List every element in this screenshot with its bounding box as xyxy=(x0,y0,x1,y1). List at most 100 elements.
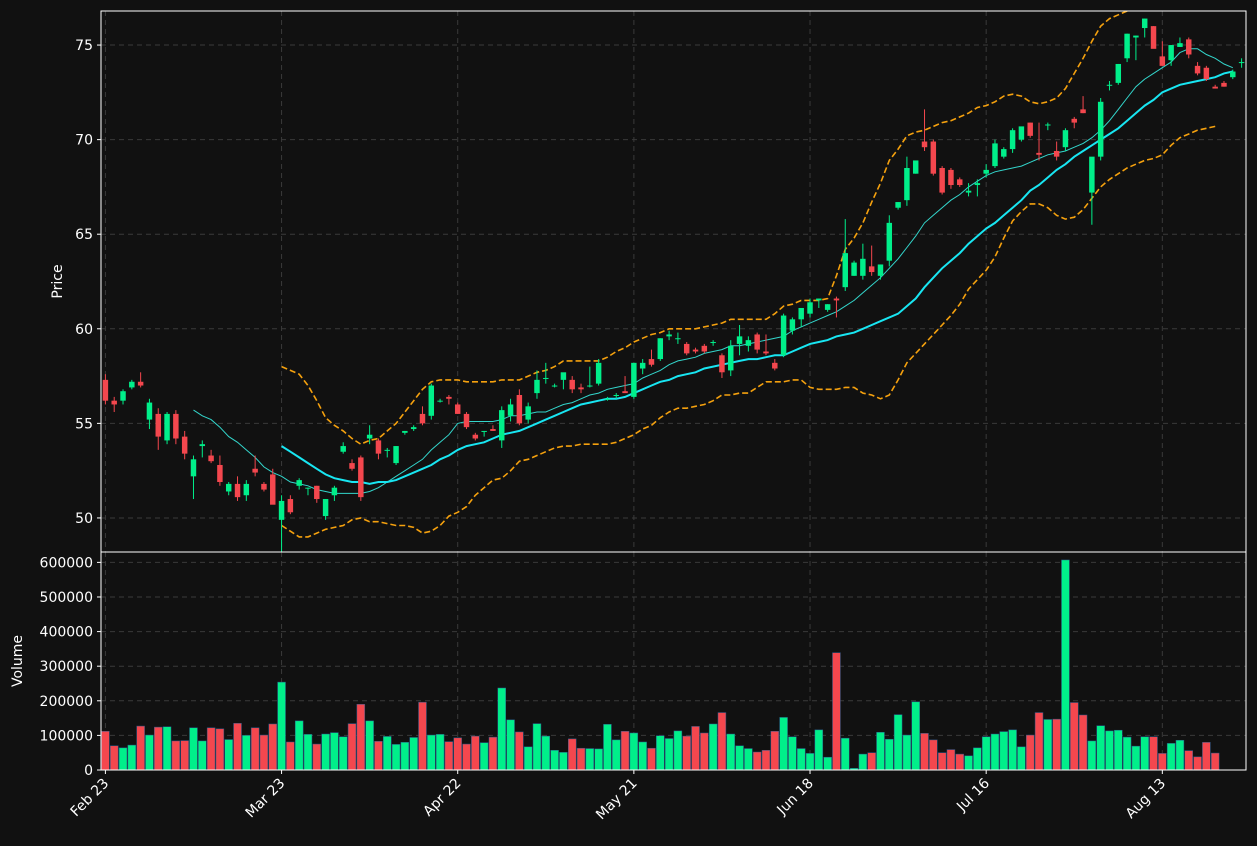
price-tick-label: 75 xyxy=(75,38,93,54)
candle xyxy=(613,393,619,399)
candle-body xyxy=(657,338,664,360)
volume-tick-label: 200000 xyxy=(40,694,93,710)
candle xyxy=(1106,80,1113,91)
volume-bar xyxy=(136,725,145,771)
volume-bar xyxy=(383,736,392,771)
candle-body xyxy=(490,429,496,431)
candle xyxy=(463,412,470,430)
volume-bar xyxy=(726,733,735,771)
candle xyxy=(366,425,373,445)
candle-body xyxy=(164,413,170,441)
volume-bar xyxy=(250,727,260,771)
volume-bar xyxy=(515,731,524,771)
candle-body xyxy=(243,483,250,496)
volume-bar xyxy=(876,732,885,771)
candle xyxy=(1203,65,1210,81)
volume-bar xyxy=(1078,714,1088,771)
volume-bar xyxy=(101,730,110,771)
price-tick-label: 70 xyxy=(75,133,93,149)
candle xyxy=(974,179,981,197)
candle xyxy=(587,366,593,388)
candle xyxy=(1212,84,1218,89)
candle xyxy=(948,168,954,189)
candle xyxy=(1097,98,1104,161)
candle-body xyxy=(358,457,364,498)
candle xyxy=(287,495,294,515)
candle-body xyxy=(957,179,963,186)
volume-bar xyxy=(1096,725,1105,771)
candle-body xyxy=(912,160,919,174)
candle-body xyxy=(622,391,628,394)
candle xyxy=(1045,122,1051,131)
candle xyxy=(1071,116,1077,129)
candle-body xyxy=(877,264,884,276)
candle xyxy=(622,376,628,394)
candle-body xyxy=(463,413,470,428)
candle-body xyxy=(860,258,866,276)
volume-bar xyxy=(973,747,982,771)
candle-body xyxy=(428,385,435,416)
candle-body xyxy=(287,499,294,513)
volume-bar xyxy=(752,751,762,771)
candle-body xyxy=(965,190,972,193)
volume-bar xyxy=(594,748,603,771)
volume-y-ticks: 0 100000 200000 300000 400000 500000 600000 xyxy=(40,555,101,779)
volume-bar xyxy=(867,752,876,771)
candle xyxy=(208,449,214,464)
volume-tick-label: 600000 xyxy=(40,555,93,571)
candle xyxy=(992,139,998,169)
candle-body xyxy=(1230,71,1236,78)
volume-bar xyxy=(268,723,277,771)
candle xyxy=(719,353,725,378)
volume-bar xyxy=(1052,718,1061,771)
volume-bar xyxy=(1025,734,1035,771)
candle xyxy=(1009,128,1016,153)
volume-bar xyxy=(532,723,542,771)
candle xyxy=(728,340,734,377)
candle xyxy=(701,343,708,354)
candle-body xyxy=(1062,130,1069,148)
volume-bar xyxy=(118,747,128,771)
candle xyxy=(560,372,567,390)
candle xyxy=(234,476,241,501)
candle-body xyxy=(402,430,408,433)
candle-body xyxy=(1001,149,1007,157)
volume-bar xyxy=(744,748,753,771)
candle xyxy=(1150,26,1157,49)
candle xyxy=(860,243,866,280)
volume-panel-frame xyxy=(100,551,1247,771)
volume-bar xyxy=(955,753,964,771)
candle xyxy=(384,447,390,458)
volume-bar xyxy=(198,740,207,771)
candle xyxy=(1001,147,1007,159)
candle xyxy=(833,296,840,318)
candle-body xyxy=(1177,43,1183,47)
candle-body xyxy=(921,141,928,148)
candle xyxy=(1194,62,1201,76)
candle xyxy=(1230,69,1236,80)
candle-body xyxy=(974,183,981,186)
candle xyxy=(824,304,831,312)
volume-bar xyxy=(893,714,903,771)
candle xyxy=(1080,96,1086,114)
candle xyxy=(296,478,302,490)
candle-body xyxy=(578,387,584,390)
candle xyxy=(877,264,884,280)
candle-body xyxy=(393,446,399,464)
candle-body xyxy=(270,474,276,505)
candle xyxy=(410,425,417,431)
candle xyxy=(807,298,813,318)
volume-bar xyxy=(999,731,1009,771)
candle-body xyxy=(1203,67,1210,80)
candle xyxy=(1221,80,1227,87)
candle-body xyxy=(225,483,232,492)
candle-body xyxy=(340,446,346,452)
volume-bar xyxy=(629,732,639,771)
moving-averages xyxy=(193,48,1234,494)
volume-bar xyxy=(180,740,189,771)
candle xyxy=(780,313,787,358)
candle xyxy=(1018,126,1025,142)
candle-body xyxy=(551,385,558,387)
candle-body xyxy=(1089,156,1095,193)
candle xyxy=(921,109,928,151)
